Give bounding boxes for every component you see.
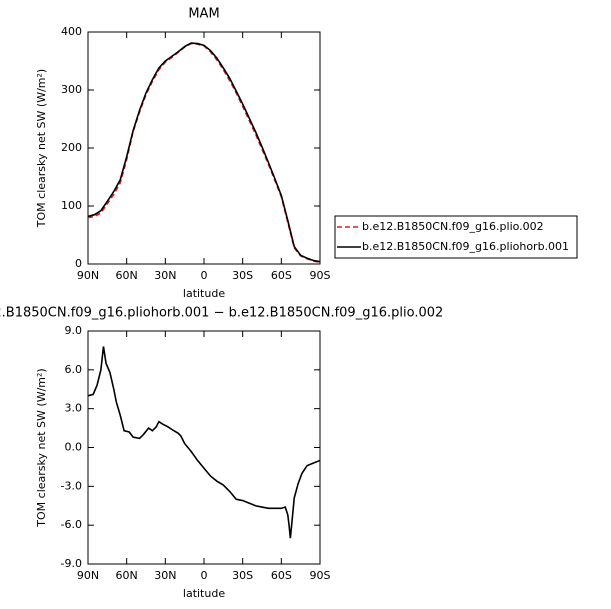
x-tick-label: 90S: [310, 269, 331, 282]
plot-frame: [87, 330, 321, 565]
y-tick-label: 100: [61, 199, 82, 212]
y-tick-label: 300: [61, 83, 82, 96]
chart-title: MAM: [188, 7, 219, 22]
x-tick-label: 0: [201, 569, 208, 582]
data-line: [87, 42, 321, 264]
y-tick-label: 9.0: [65, 324, 83, 337]
x-tick-label: 60S: [271, 569, 292, 582]
x-tick-label: 60N: [116, 569, 138, 582]
x-tick-label: 90S: [310, 569, 331, 582]
y-tick-label: -3.0: [61, 479, 82, 492]
y-axis-label: TOM clearsky net SW (W/m²): [35, 69, 48, 228]
x-tick-label: 60S: [271, 269, 292, 282]
data-line: [87, 42, 321, 263]
x-tick-label: 30N: [154, 269, 176, 282]
x-tick-label: 0: [201, 269, 208, 282]
y-tick-label: 400: [61, 25, 82, 38]
x-tick-label: 90N: [77, 269, 99, 282]
data-line: [87, 346, 321, 539]
x-tick-label: 60N: [116, 269, 138, 282]
y-tick-label: 0: [75, 257, 82, 270]
x-tick-label: 30S: [232, 569, 253, 582]
legend-label: b.e12.B1850CN.f09_g16.plio.002: [362, 220, 544, 233]
x-tick-label: 30S: [232, 269, 253, 282]
y-tick-label: -9.0: [61, 557, 82, 570]
y-tick-label: 6.0: [65, 363, 83, 376]
chart-title: b.e12.B1850CN.f09_g16.pliohorb.001 − b.e…: [0, 306, 443, 321]
legend-label: b.e12.B1850CN.f09_g16.pliohorb.001: [362, 240, 569, 253]
y-tick-label: -6.0: [61, 518, 82, 531]
y-tick-label: 0.0: [65, 441, 83, 454]
x-tick-label: 30N: [154, 569, 176, 582]
legend-box: [334, 215, 578, 259]
x-axis-label: latitude: [183, 587, 225, 600]
plot-frame: [87, 31, 321, 265]
y-tick-label: 3.0: [65, 402, 83, 415]
y-axis-label: TOM clearsky net SW (W/m²): [35, 368, 48, 527]
y-tick-label: 200: [61, 141, 82, 154]
x-tick-label: 90N: [77, 569, 99, 582]
x-axis-label: latitude: [183, 287, 225, 300]
